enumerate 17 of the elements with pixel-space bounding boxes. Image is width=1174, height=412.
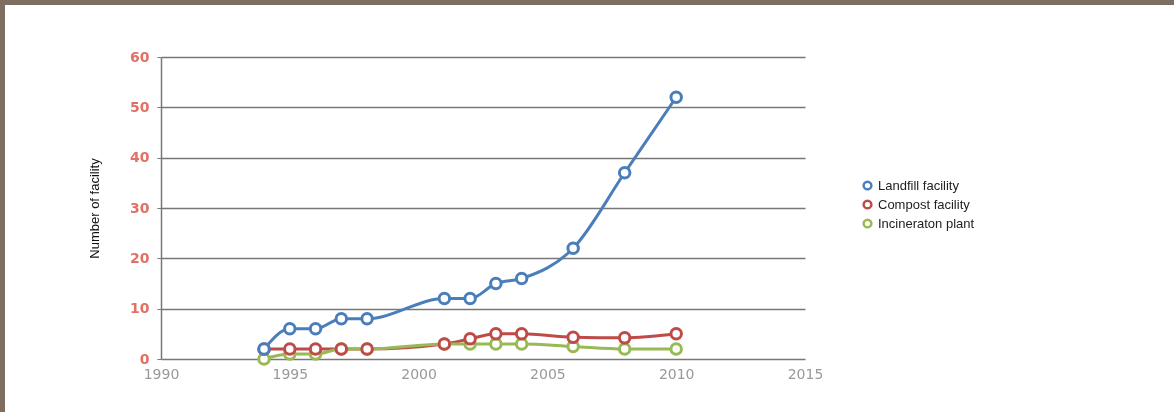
- legend-label: Compost facility: [878, 196, 971, 212]
- y-tick-label: 0: [139, 350, 150, 367]
- x-tick-label: 1990: [143, 365, 180, 382]
- y-tick-label: 30: [130, 199, 150, 216]
- y-axis-title: Number of facility: [87, 157, 103, 259]
- x-tick-label: 1995: [272, 365, 309, 382]
- x-tick-label: 2010: [658, 365, 695, 382]
- x-tick-label: 2005: [530, 365, 566, 382]
- y-tick-label: 20: [130, 249, 150, 266]
- legend-label: Incineraton plant: [878, 215, 975, 231]
- y-tick-label: 10: [130, 300, 150, 317]
- y-tick-label: 50: [130, 98, 150, 115]
- y-tick-label: 40: [130, 149, 150, 166]
- y-tick-label: 60: [130, 48, 150, 65]
- x-tick-label: 2000: [401, 365, 437, 382]
- x-tick-label: 2015: [787, 365, 824, 382]
- legend-label: Landfill facility: [878, 177, 960, 193]
